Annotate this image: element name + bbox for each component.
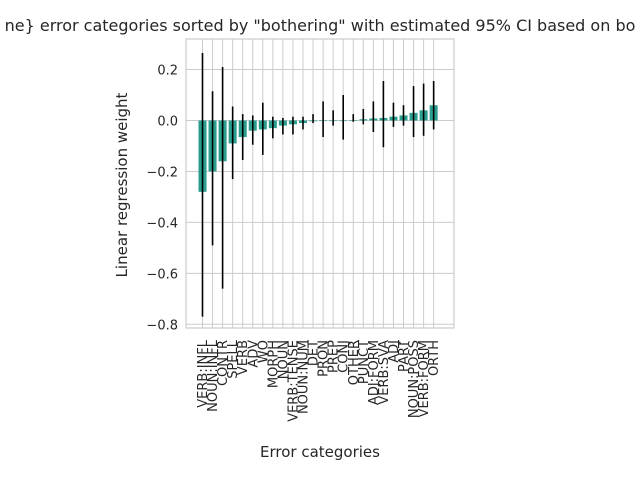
x-tick-label: DET	[307, 340, 322, 366]
y-tick-label: −0.2	[146, 165, 178, 180]
x-tick-label: PART	[397, 340, 412, 372]
gridlines	[186, 39, 454, 328]
x-tick-label: ADV	[246, 340, 261, 368]
x-tick-label: NOUN:NUM	[297, 340, 312, 414]
y-tick-label: −0.6	[146, 267, 178, 282]
x-tick-label: ORTH	[427, 340, 442, 376]
x-tick-label: VERB:TENSE	[286, 340, 301, 422]
y-axis-label: Linear regression weight	[113, 92, 131, 277]
y-tick-labels: 0.2 0.0 −0.2 −0.4 −0.6 −0.8	[146, 64, 178, 334]
x-tick-label: WO	[256, 340, 271, 363]
y-tick-label: 0.0	[157, 115, 178, 130]
y-tick-label: −0.4	[146, 216, 178, 231]
x-tick-label: VERB:SVA	[377, 340, 392, 405]
x-tick-label: PUNCT	[357, 340, 372, 384]
x-tick-label: VERB:FORM	[417, 340, 432, 417]
bars	[198, 105, 438, 192]
x-tick-label: CONTR	[216, 340, 231, 386]
x-tick-label: SPELL	[226, 339, 241, 379]
x-tick-label: PREP	[327, 340, 342, 373]
x-tick-label: MORPH	[266, 340, 281, 388]
chart-title: ne} error categories sorted by "botherin…	[5, 16, 636, 35]
x-tick-label: NOUN:POSS	[407, 340, 422, 418]
x-tick-label: CONJ	[337, 340, 352, 373]
y-tick-label: −0.8	[146, 318, 178, 333]
x-tick-label: ADJ:FORM	[367, 340, 382, 405]
x-tick-label: OTHER	[347, 340, 362, 385]
x-tick-labels: VERB:INFLNOUN:INFLCONTRSPELLVERBADVWOMOR…	[196, 339, 442, 422]
plot-frame	[185, 38, 455, 329]
x-tick-label: PRON	[317, 340, 332, 377]
y-tick-label: 0.2	[157, 64, 178, 79]
x-tick-label: NOUN	[276, 340, 291, 379]
x-tick-label: VERB	[236, 340, 251, 375]
x-tick-label: NOUN:INFL	[206, 339, 221, 412]
x-axis-label: Error categories	[260, 443, 380, 461]
x-tick-label: ADJ	[387, 340, 402, 363]
error-bars	[201, 52, 435, 317]
x-tick-label: VERB:INFL	[196, 339, 211, 407]
